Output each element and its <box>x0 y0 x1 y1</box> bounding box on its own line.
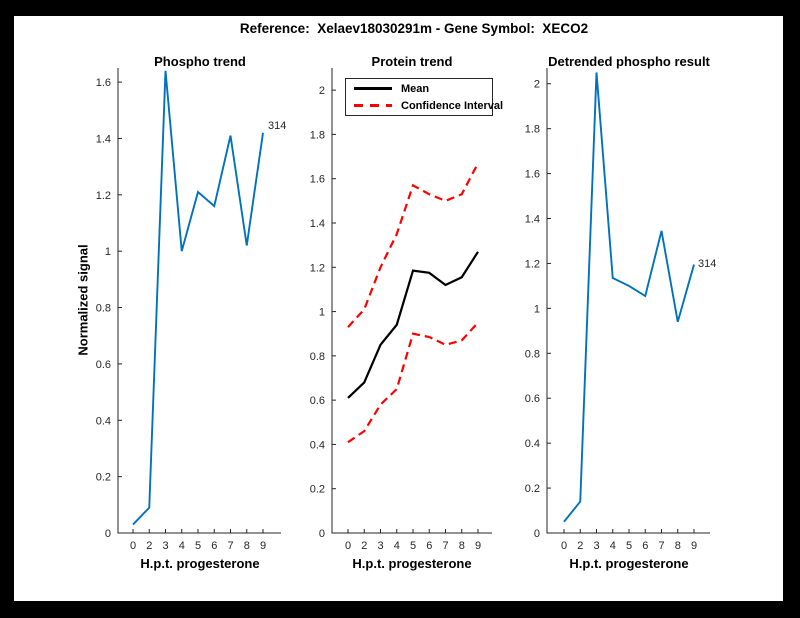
svg-text:4: 4 <box>179 540 185 552</box>
svg-text:1.2: 1.2 <box>525 258 540 270</box>
svg-text:0.8: 0.8 <box>310 351 325 363</box>
confidence-interval-line-sample <box>354 104 392 107</box>
svg-text:5: 5 <box>410 540 416 552</box>
svg-text:3: 3 <box>593 540 599 552</box>
svg-text:3: 3 <box>377 540 383 552</box>
svg-text:2: 2 <box>361 540 367 552</box>
legend-label-mean: Mean <box>401 82 430 95</box>
svg-text:0: 0 <box>345 540 351 552</box>
svg-text:1.8: 1.8 <box>525 124 540 136</box>
svg-text:9: 9 <box>691 540 697 552</box>
svg-text:1.6: 1.6 <box>525 169 540 181</box>
phospho-trend-title: Phospho trend <box>154 54 246 69</box>
figure-title: Reference: Xelaev18030291m - Gene Symbol… <box>239 21 589 36</box>
svg-text:1.4: 1.4 <box>525 214 540 226</box>
legend-row-mean: Mean <box>354 82 492 96</box>
svg-text:1.4: 1.4 <box>96 133 111 145</box>
svg-text:0: 0 <box>534 528 540 540</box>
svg-text:7: 7 <box>442 540 448 552</box>
svg-text:0.8: 0.8 <box>525 348 540 360</box>
svg-text:2: 2 <box>319 85 325 97</box>
svg-text:1.2: 1.2 <box>96 190 111 202</box>
svg-text:9: 9 <box>475 540 481 552</box>
svg-text:0.8: 0.8 <box>96 303 111 315</box>
svg-text:1.6: 1.6 <box>96 77 111 89</box>
svg-text:0: 0 <box>319 528 325 540</box>
svg-text:5: 5 <box>195 540 201 552</box>
x-axis-label-phospho: H.p.t. progesterone <box>140 556 260 571</box>
svg-text:9: 9 <box>260 540 266 552</box>
detrended-phospho-title: Detrended phospho result <box>548 54 710 69</box>
svg-text:0.4: 0.4 <box>96 415 111 427</box>
plots-svg: 00.20.40.60.811.21.41.60 2 3 4 5 6 7 8 900.20.40… <box>96 68 710 552</box>
x-axis-label-detrended: H.p.t. progesterone <box>569 556 689 571</box>
svg-text:0: 0 <box>105 528 111 540</box>
svg-text:6: 6 <box>642 540 648 552</box>
legend-label-confidence-interval: Confidence Interval <box>401 99 504 112</box>
svg-text:1.8: 1.8 <box>310 129 325 141</box>
svg-text:4: 4 <box>610 540 616 552</box>
phospho-end-point-label: 314 <box>268 120 287 132</box>
svg-text:7: 7 <box>227 540 233 552</box>
y-axis-label: Normalized signal <box>75 244 91 356</box>
svg-text:0: 0 <box>130 540 136 552</box>
svg-text:1: 1 <box>105 246 111 258</box>
svg-text:0.4: 0.4 <box>310 439 325 451</box>
legend-row-confidence-interval: Confidence Interval <box>354 99 503 113</box>
svg-text:7: 7 <box>658 540 664 552</box>
svg-text:0.4: 0.4 <box>525 438 540 450</box>
svg-text:1: 1 <box>319 307 325 319</box>
svg-text:2: 2 <box>577 540 583 552</box>
protein-trend-title: Protein trend <box>371 54 453 69</box>
legend: Mean Confidence Interval <box>345 78 503 116</box>
svg-text:0.6: 0.6 <box>310 395 325 407</box>
svg-text:0.2: 0.2 <box>96 472 111 484</box>
svg-text:2: 2 <box>146 540 152 552</box>
svg-text:1.4: 1.4 <box>310 218 325 230</box>
figure-canvas: Reference: Xelaev18030291m - Gene Symbol… <box>14 16 783 601</box>
svg-text:2: 2 <box>534 79 540 91</box>
svg-text:8: 8 <box>675 540 681 552</box>
svg-text:0: 0 <box>561 540 567 552</box>
svg-text:0.6: 0.6 <box>96 359 111 371</box>
svg-text:8: 8 <box>244 540 250 552</box>
svg-text:3: 3 <box>162 540 168 552</box>
svg-text:6: 6 <box>211 540 217 552</box>
detrended-end-point-label: 314 <box>698 258 717 270</box>
svg-text:1.2: 1.2 <box>310 262 325 274</box>
svg-text:5: 5 <box>626 540 632 552</box>
svg-text:0.2: 0.2 <box>310 484 325 496</box>
mean-line-sample <box>354 87 392 90</box>
svg-text:8: 8 <box>459 540 465 552</box>
x-axis-label-protein: H.p.t. progesterone <box>352 556 472 571</box>
svg-text:0.2: 0.2 <box>525 483 540 495</box>
svg-text:6: 6 <box>426 540 432 552</box>
svg-text:4: 4 <box>394 540 400 552</box>
svg-text:1.6: 1.6 <box>310 174 325 186</box>
svg-text:1: 1 <box>534 303 540 315</box>
svg-text:0.6: 0.6 <box>525 393 540 405</box>
